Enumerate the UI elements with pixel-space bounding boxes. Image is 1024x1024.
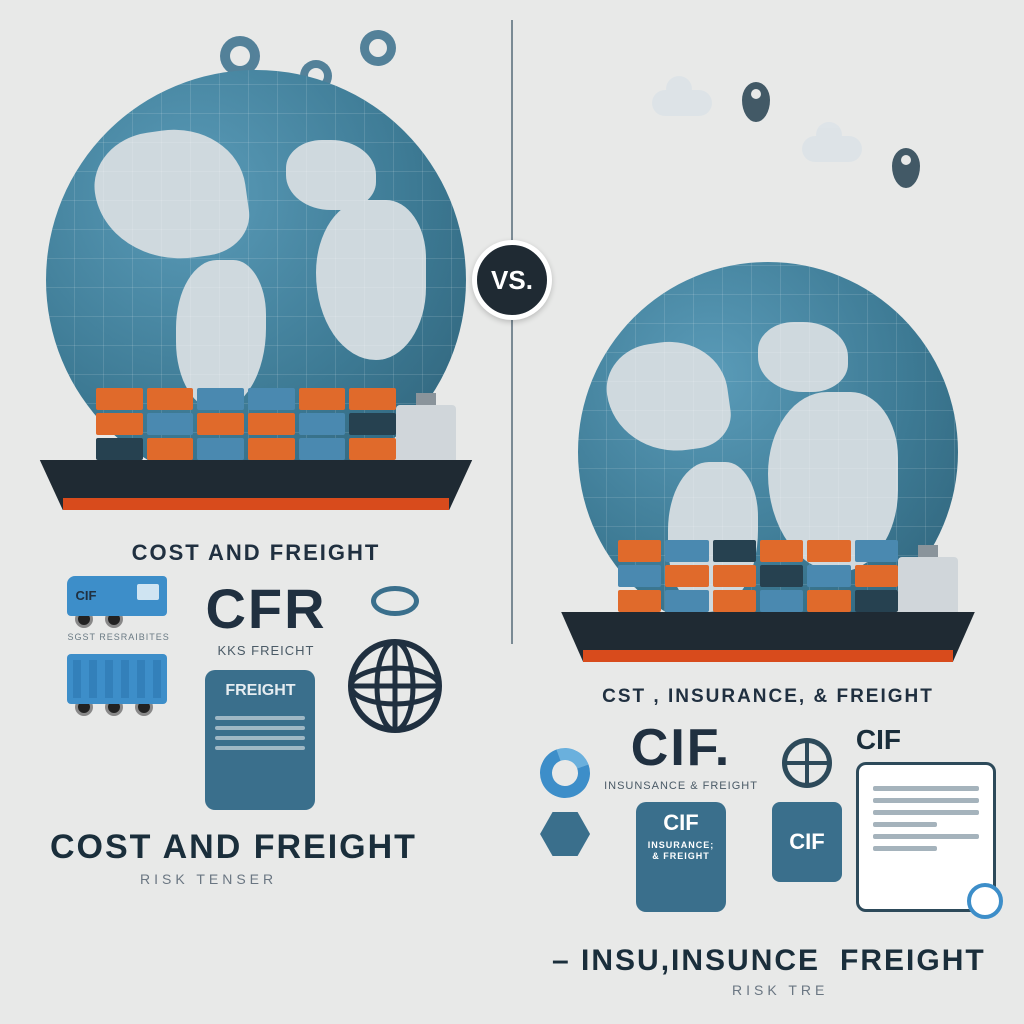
ship-right [548, 542, 988, 662]
globe-left [46, 70, 466, 490]
globe-right [578, 262, 958, 642]
big-cif-label: CIF [856, 724, 996, 756]
left-risk-label: RISK TENSER [20, 871, 492, 887]
right-panel: CST , INSURANCE, & FREIGHT CIF. INSUNSAN… [512, 0, 1024, 1024]
truck-icon: CIF [67, 576, 177, 628]
containers-right [618, 540, 898, 612]
document-icon [856, 762, 996, 912]
vs-badge: VS. [472, 240, 552, 320]
stamp-icon [967, 883, 1003, 919]
hex-icon [540, 812, 590, 856]
freight-doc-icon: FREIGHT [205, 670, 315, 810]
right-icon-row: CIF. INSUNSANCE & FREIGHT CIF INSURANCE;… [532, 718, 1004, 912]
right-risk-label: RISK TRE [532, 982, 1004, 998]
right-abbr: CIF. [604, 718, 758, 778]
left-icon-row: CIF SGST RESRAIBITES CFR KKS FREICHT FRE… [20, 576, 492, 810]
right-bottom-title-b: FREIGHT [840, 944, 986, 978]
ring-icon [532, 740, 598, 806]
pin-icon [892, 148, 920, 188]
center-divider [511, 20, 513, 644]
doc-label: FREIGHT [225, 682, 295, 700]
left-bottom-title: COST AND FREIGHT [20, 828, 492, 867]
infographic-root: COST AND FREIGHT CIF SGST RESRAIBITES CF… [0, 0, 1024, 1024]
truck-badge: CIF [75, 588, 96, 603]
containers-left [96, 388, 396, 460]
eye-icon [371, 586, 419, 616]
left-abbr: CFR [205, 576, 326, 641]
cif-card-icon: CIF [772, 802, 842, 882]
cloud-icon [652, 90, 712, 116]
left-header-label: COST AND FREIGHT [20, 540, 492, 566]
globe-wire-icon [345, 636, 445, 736]
left-abbr-sub: KKS FREICHT [205, 643, 326, 658]
cif-doc-icon: CIF INSURANCE; & FREIGHT [636, 802, 726, 912]
cif-doc-label: CIF [644, 810, 718, 836]
right-bottom-title-a: – INSU,INSUNCE [552, 944, 820, 978]
right-abbr-sub: INSUNSANCE & FREIGHT [604, 780, 758, 792]
ship-wheel-icon [782, 738, 832, 788]
cloud-icon [802, 136, 862, 162]
right-header-label: CST , INSURANCE, & FREIGHT [532, 686, 1004, 708]
pin-icon [742, 82, 770, 122]
ship-left [26, 390, 486, 510]
gear-icon [360, 30, 396, 66]
container-truck-icon [67, 654, 187, 716]
truck-small-label: SGST RESRAIBITES [67, 632, 169, 642]
left-panel: COST AND FREIGHT CIF SGST RESRAIBITES CF… [0, 0, 512, 1024]
